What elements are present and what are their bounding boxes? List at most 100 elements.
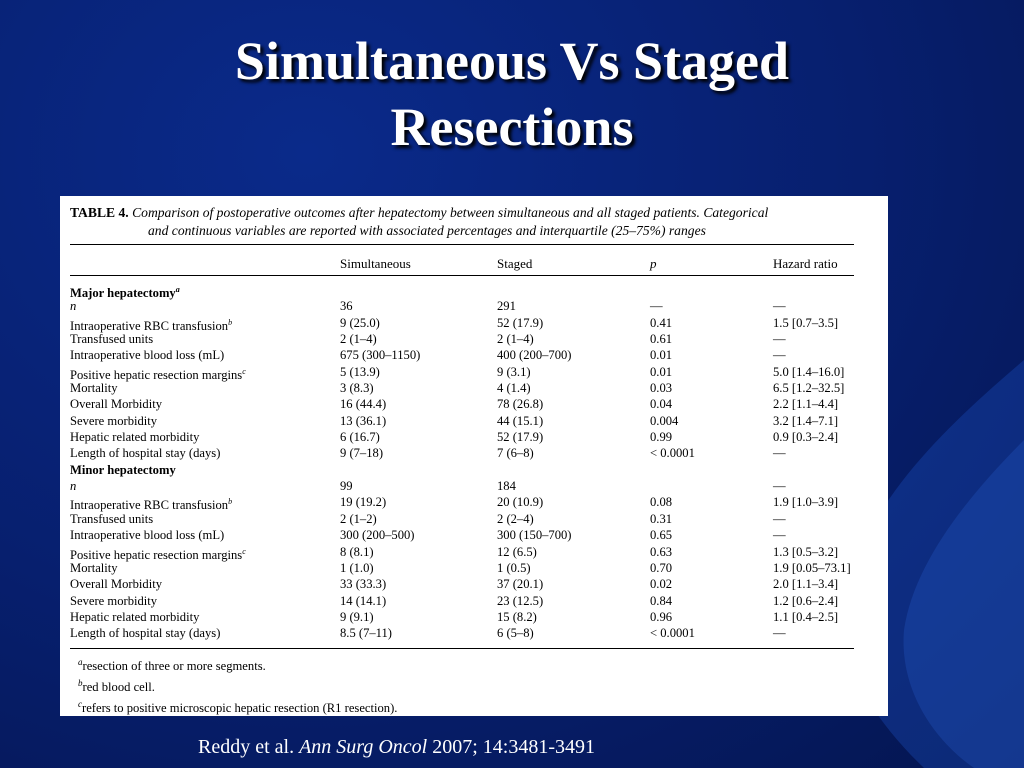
row-label-sup: c bbox=[242, 546, 246, 556]
cell-hazard-ratio: — bbox=[773, 332, 786, 347]
section-row: Minor hepatectomy bbox=[60, 462, 888, 478]
row-label-text: Length of hospital stay (days) bbox=[70, 626, 221, 641]
table-header-rule bbox=[70, 275, 854, 276]
row-label-text: Severe morbidity bbox=[70, 593, 158, 608]
cell-p: 0.02 bbox=[650, 577, 673, 592]
cell-hazard-ratio: — bbox=[773, 511, 786, 526]
cell-simultaneous: 1 (1.0) bbox=[340, 560, 374, 575]
row-label-text: Intraoperative blood loss (mL) bbox=[70, 528, 225, 543]
cell-staged: 20 (10.9) bbox=[497, 495, 544, 510]
row-label: Transfused units bbox=[70, 331, 153, 347]
row-label: Transfused units bbox=[70, 511, 153, 527]
cell-simultaneous: 8.5 (7–11) bbox=[340, 626, 392, 641]
table-row: Length of hospital stay (days) 9 (7–18) 7 … bbox=[60, 445, 888, 461]
table-caption-line2: and continuous variables are reported wi… bbox=[148, 223, 706, 238]
table-row: Intraoperative RBC transfusionb 9 (25.0) 5… bbox=[60, 315, 888, 334]
row-label: n bbox=[70, 298, 76, 314]
cell-hazard-ratio: 1.5 [0.7–3.5] bbox=[773, 315, 839, 330]
row-label: Mortality bbox=[70, 560, 118, 576]
table-row: Hepatic related morbidity 9 (9.1) 15 (8.2)… bbox=[60, 609, 888, 625]
cell-staged: 7 (6–8) bbox=[497, 446, 534, 461]
cell-hazard-ratio: — bbox=[773, 626, 786, 641]
row-label: Positive hepatic resection marginsc bbox=[70, 544, 246, 563]
row-label-text: Length of hospital stay (days) bbox=[70, 446, 221, 461]
citation-details: 2007; 14:3481-3491 bbox=[432, 736, 596, 758]
cell-hazard-ratio: 1.9 [0.05–73.1] bbox=[773, 560, 851, 575]
cell-p: 0.03 bbox=[650, 381, 673, 396]
row-label-text: Overall Morbidity bbox=[70, 397, 162, 412]
slide-title-line1: Simultaneous Vs Staged bbox=[234, 31, 790, 91]
row-label: Length of hospital stay (days) bbox=[70, 445, 220, 461]
footnote-text: refers to positive microscopic hepatic r… bbox=[82, 701, 398, 716]
cell-simultaneous: 9 (7–18) bbox=[340, 446, 384, 461]
cell-p: 0.99 bbox=[650, 430, 673, 445]
header-staged: Staged bbox=[497, 256, 533, 271]
cell-simultaneous: 300 (200–500) bbox=[340, 528, 415, 543]
table-row: Severe morbidity 13 (36.1) 44 (15.1) 0.004 3… bbox=[60, 413, 888, 429]
cell-staged: 52 (17.9) bbox=[497, 315, 544, 330]
footnote: bred blood cell. bbox=[78, 675, 397, 696]
citation: Reddy et al. Ann Surg Oncol 2007; 14:348… bbox=[198, 736, 595, 759]
row-label-text: Mortality bbox=[70, 560, 118, 575]
cell-hazard-ratio: — bbox=[773, 299, 786, 314]
row-label-text: Transfused units bbox=[70, 511, 154, 526]
row-label-text: Severe morbidity bbox=[70, 413, 158, 428]
row-label-text: Hepatic related morbidity bbox=[70, 609, 200, 624]
row-label-text: Overall Morbidity bbox=[70, 577, 162, 592]
row-label: Intraoperative RBC transfusionb bbox=[70, 315, 232, 334]
row-label-text: n bbox=[70, 299, 77, 314]
row-label-text: Positive hepatic resection margins bbox=[70, 367, 243, 382]
cell-hazard-ratio: — bbox=[773, 446, 786, 461]
row-label-sup: c bbox=[242, 366, 246, 376]
cell-staged: 15 (8.2) bbox=[497, 609, 537, 624]
cell-staged: 6 (5–8) bbox=[497, 626, 534, 641]
table-body: Major hepatectomya n 36 291— — Intraoperative… bbox=[60, 282, 888, 642]
table-top-rule bbox=[70, 244, 854, 245]
table-caption-line1: Comparison of postoperative outcomes aft… bbox=[132, 205, 769, 220]
row-label: Intraoperative RBC transfusionb bbox=[70, 494, 232, 513]
cell-simultaneous: 36 bbox=[340, 299, 353, 314]
cell-staged: 184 bbox=[497, 479, 516, 494]
table-footnotes: aresection of three or more segments. bre… bbox=[78, 654, 397, 718]
table-row: Overall Morbidity 33 (33.3) 37 (20.1) 0.02 2… bbox=[60, 576, 888, 592]
table-caption: TABLE 4. Comparison of postoperative out… bbox=[70, 204, 870, 240]
cell-p: 0.01 bbox=[650, 364, 673, 379]
row-label: n bbox=[70, 478, 76, 494]
table-row: Intraoperative blood loss (mL) 675 (300–1… bbox=[60, 347, 888, 363]
cell-simultaneous: 6 (16.7) bbox=[340, 430, 380, 445]
cell-hazard-ratio: 1.9 [1.0–3.9] bbox=[773, 495, 839, 510]
row-label-text: Intraoperative blood loss (mL) bbox=[70, 348, 225, 363]
row-label: Hepatic related morbidity bbox=[70, 429, 199, 445]
section-name-text: Major hepatectomy bbox=[70, 286, 176, 301]
table-row: Transfused units 2 (1–4) 2 (1–4) 0.61 — bbox=[60, 331, 888, 347]
cell-hazard-ratio: 6.5 [1.2–32.5] bbox=[773, 381, 845, 396]
row-label: Overall Morbidity bbox=[70, 576, 162, 592]
cell-p: 0.65 bbox=[650, 528, 673, 543]
cell-staged: 44 (15.1) bbox=[497, 413, 544, 428]
cell-p: < 0.0001 bbox=[650, 626, 695, 641]
table-row: Mortality 3 (8.3) 4 (1.4) 0.03 6.5 [1.2–32.5… bbox=[60, 380, 888, 396]
cell-simultaneous: 14 (14.1) bbox=[340, 593, 387, 608]
row-label-text: Intraoperative RBC transfusion bbox=[70, 498, 229, 513]
footnote-mark: c bbox=[78, 699, 82, 710]
section-name: Minor hepatectomy bbox=[70, 462, 176, 478]
footnote-text: red blood cell. bbox=[82, 680, 155, 695]
footnote-text: resection of three or more segments. bbox=[82, 659, 266, 674]
header-hazard-ratio: Hazard ratio bbox=[773, 256, 838, 271]
cell-hazard-ratio: 3.2 [1.4–7.1] bbox=[773, 413, 839, 428]
cell-staged: 52 (17.9) bbox=[497, 430, 544, 445]
cell-simultaneous: 13 (36.1) bbox=[340, 413, 387, 428]
citation-journal: Ann Surg Oncol bbox=[299, 736, 428, 758]
cell-hazard-ratio: 1.2 [0.6–2.4] bbox=[773, 593, 839, 608]
cell-simultaneous: 9 (25.0) bbox=[340, 315, 380, 330]
row-label-sup: b bbox=[228, 317, 233, 327]
cell-simultaneous: 9 (9.1) bbox=[340, 609, 374, 624]
cell-staged: 2 (1–4) bbox=[497, 332, 534, 347]
table-image: TABLE 4. Comparison of postoperative out… bbox=[60, 196, 888, 716]
slide-title-line2: Resections bbox=[390, 97, 634, 157]
table-row: Positive hepatic resection marginsc 8 (8.… bbox=[60, 544, 888, 563]
section-row: Major hepatectomya bbox=[60, 282, 888, 301]
cell-simultaneous: 99 bbox=[340, 479, 353, 494]
cell-p: 0.004 bbox=[650, 413, 679, 428]
table-row: n 36 291 — — bbox=[60, 298, 888, 314]
